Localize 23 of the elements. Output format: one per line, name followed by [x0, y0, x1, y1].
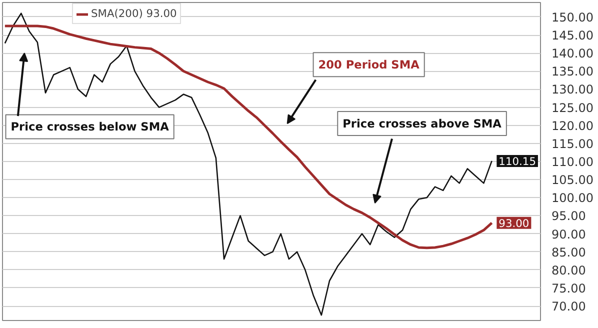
annotation: Price crosses above SMA: [342, 116, 502, 130]
y-tick-label: 120.00: [552, 118, 594, 133]
text: 110.15: [498, 154, 536, 168]
y-tick-label: 145.00: [552, 28, 594, 43]
legend-label: SMA(200) 93.00: [91, 7, 177, 20]
y-tick-label: 75.00: [552, 281, 586, 296]
y-tick-label: 135.00: [552, 64, 594, 79]
y-tick-label: 130.00: [552, 82, 594, 97]
annotation: Price crosses below SMA: [10, 120, 170, 134]
text: 93.00: [498, 216, 530, 230]
y-tick-label: 90.00: [552, 227, 586, 242]
y-tick-label: 80.00: [552, 263, 586, 278]
y-tick-label: 95.00: [552, 209, 586, 224]
y-tick-label: 140.00: [552, 46, 594, 61]
y-tick-label: 125.00: [552, 100, 594, 115]
y-tick-label: 110.00: [552, 155, 594, 169]
y-tick-label: 85.00: [552, 245, 586, 260]
y-tick-label: 150.00: [552, 10, 594, 24]
y-tick-label: 115.00: [552, 136, 594, 151]
y-tick-label: 100.00: [552, 191, 594, 206]
annotation: 200 Period SMA: [318, 58, 420, 72]
y-tick-label: 105.00: [552, 173, 594, 188]
y-tick-label: 70.00: [552, 300, 586, 314]
